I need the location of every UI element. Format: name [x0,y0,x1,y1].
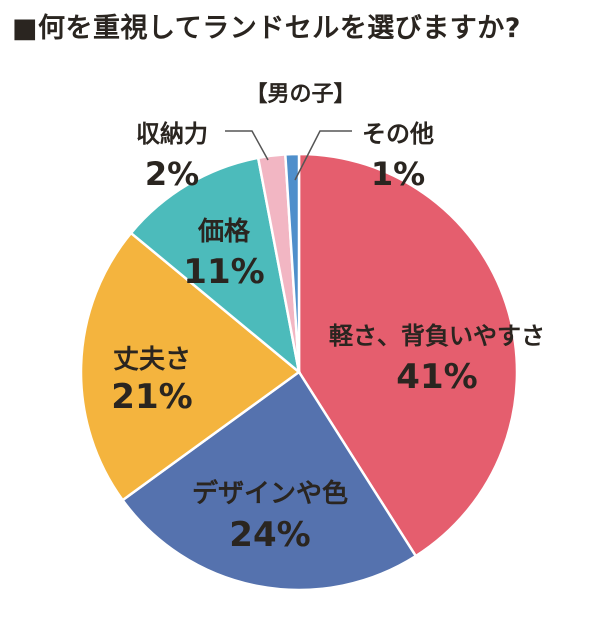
slice-value-label: 24% [229,515,310,555]
pie-slice [129,156,301,376]
pie-slice [120,370,418,592]
slice-value-label: 41% [396,357,477,397]
slice-label: 軽さ、背負いやすさ [329,322,545,350]
slice-value-label: 2% [145,155,199,193]
slice-value-label: 11% [183,252,264,292]
slice-label: その他 [362,120,434,148]
leader-line [294,130,352,181]
leader-line [225,130,269,161]
chart-title: ■何を重視してランドセルを選びますか? [12,13,521,44]
slice-value-label: 1% [371,155,425,193]
slice-label: デザインや色 [192,478,348,509]
slice-label: 収納力 [136,120,208,148]
chart-subtitle: 【男の子】 [245,82,356,107]
pie-slice [283,152,301,373]
pie-slices [79,152,519,592]
pie-slice [79,231,302,502]
slice-value-label: 21% [111,377,192,417]
slice-label: 価格 [197,216,251,247]
slice-label: 丈夫さ [113,345,191,375]
